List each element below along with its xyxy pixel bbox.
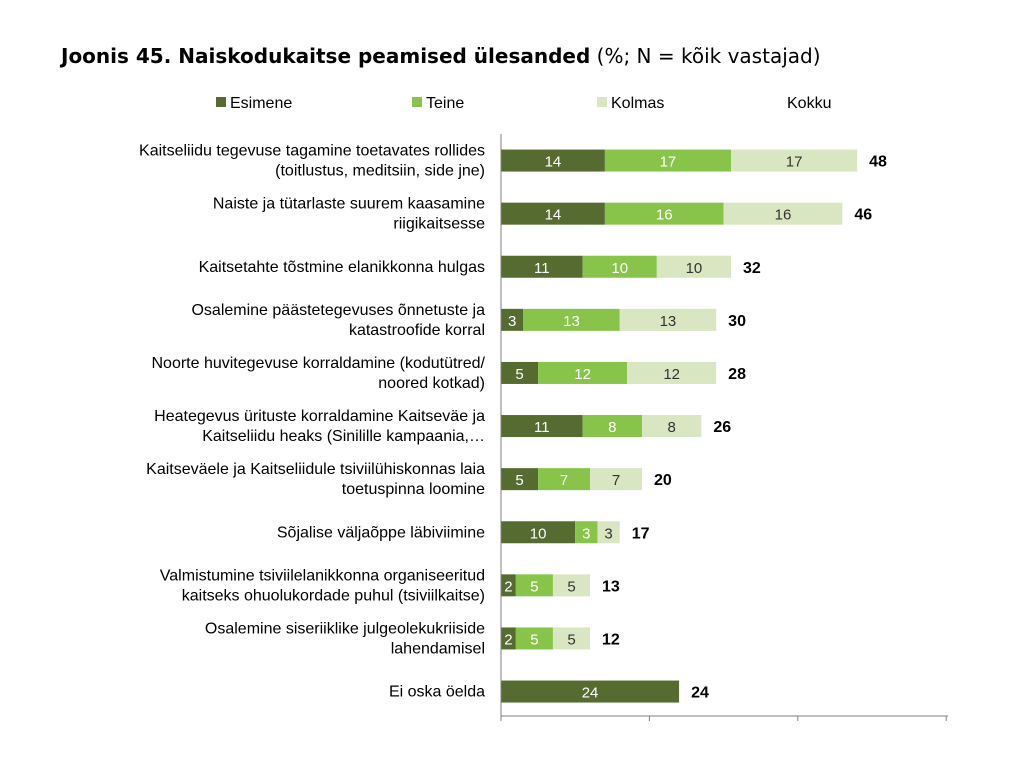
total-label: 24 — [691, 685, 709, 702]
data-label-kolmas: 13 — [660, 313, 677, 330]
total-label: 32 — [743, 260, 761, 277]
total-label: 28 — [728, 366, 746, 383]
bar-segment-kolmas — [552, 627, 591, 650]
bar-segment-kolmas — [627, 361, 717, 384]
data-label-teine: 7 — [560, 472, 568, 489]
bar-segment-esimene — [501, 415, 583, 438]
data-label-kolmas: 3 — [604, 525, 612, 542]
category-label: Naiste ja tütarlaste suurem kaasamine rii… — [213, 196, 485, 233]
data-label-esimene: 5 — [515, 366, 523, 383]
legend-label-2: Kolmas — [611, 95, 664, 112]
bar-segment-esimene — [501, 627, 516, 650]
legend-swatch-0 — [216, 97, 226, 107]
data-label-esimene: 14 — [545, 154, 562, 171]
legend-label-1: Teine — [426, 95, 464, 112]
bar-segment-kolmas — [552, 574, 591, 597]
data-label-kolmas: 5 — [567, 578, 575, 595]
data-label-kolmas: 8 — [667, 419, 675, 436]
bar-segment-kolmas — [731, 149, 858, 172]
data-label-esimene: 3 — [508, 313, 516, 330]
bar-segment-esimene — [501, 680, 680, 703]
total-label: 12 — [602, 631, 620, 648]
total-label: 26 — [713, 419, 731, 436]
category-label: Sõjalise väljaõppe läbiviimine — [277, 524, 485, 541]
total-label: 20 — [654, 472, 672, 489]
data-label-teine: 8 — [608, 419, 616, 436]
data-label-esimene: 11 — [534, 419, 550, 436]
bar-segment-esimene — [501, 149, 605, 172]
data-label-teine: 17 — [660, 154, 677, 171]
category-label: Osalemine päästetegevuses õnnetuste ja ka… — [191, 302, 485, 339]
data-label-esimene: 24 — [582, 685, 599, 702]
legend-swatch-2 — [597, 97, 607, 107]
data-label-kolmas: 12 — [663, 366, 680, 383]
data-label-teine: 10 — [611, 260, 628, 277]
total-label: 13 — [602, 578, 620, 595]
data-label-kolmas: 5 — [567, 631, 575, 648]
bar-segment-esimene — [501, 468, 539, 491]
bar-segment-teine — [604, 149, 732, 172]
legend-label-3: Kokku — [787, 95, 831, 112]
bar-segment-esimene — [501, 202, 605, 225]
bar-segment-teine — [582, 415, 642, 438]
category-label: Kaitsetahte tõstmine elanikkonna hulgas — [199, 259, 485, 276]
category-label: Kaitseliidu tegevuse tagamine toetavates… — [139, 143, 485, 180]
category-label: Valmistumine tsiviilelanikkonna organise… — [160, 567, 485, 604]
data-label-esimene: 5 — [515, 472, 523, 489]
chart-title: Joonis 45. Naiskodukaitse peamised ülesa… — [61, 44, 821, 68]
bar-segment-esimene — [501, 574, 516, 597]
data-label-teine: 5 — [530, 578, 538, 595]
data-label-esimene: 11 — [534, 260, 550, 277]
total-label: 48 — [869, 154, 887, 171]
bar-segment-esimene — [501, 255, 583, 278]
total-label: 30 — [728, 313, 746, 330]
bar-segment-teine — [515, 627, 553, 650]
data-label-teine: 5 — [530, 631, 538, 648]
bar-segment-teine — [582, 255, 657, 278]
bar-segment-esimene — [501, 361, 539, 384]
category-label: Noorte huvitegevuse korraldamine (kodutü… — [151, 355, 485, 392]
bar-segment-kolmas — [641, 415, 702, 438]
legend-label-0: Esimene — [230, 95, 292, 112]
legend-swatch-1 — [412, 97, 422, 107]
data-label-esimene: 10 — [530, 525, 547, 542]
bar-segment-teine — [523, 308, 620, 331]
bar-segment-teine — [604, 202, 724, 225]
data-label-teine: 13 — [563, 313, 580, 330]
bar-segment-teine — [515, 574, 553, 597]
total-label: 17 — [632, 525, 650, 542]
category-label: Heategevus ürituste korraldamine Kaitsev… — [154, 408, 485, 445]
category-label: Ei oska öelda — [389, 684, 485, 701]
chart-title-bold: Joonis 45. Naiskodukaitse peamised ülesa… — [61, 44, 591, 68]
bar-segment-kolmas — [656, 255, 732, 278]
bar-segment-teine — [538, 361, 628, 384]
bar-segment-esimene — [501, 521, 576, 544]
data-label-esimene: 2 — [504, 631, 512, 648]
data-label-kolmas: 7 — [612, 472, 620, 489]
data-label-esimene: 14 — [545, 207, 562, 224]
bar-segment-teine — [575, 521, 598, 544]
bar-segment-kolmas — [723, 202, 843, 225]
category-label: Osalemine siseriiklike julgeolekukriisid… — [205, 620, 485, 657]
total-label: 46 — [854, 207, 872, 224]
data-label-kolmas: 17 — [786, 154, 803, 171]
data-label-kolmas: 10 — [686, 260, 703, 277]
bar-segment-esimene — [501, 308, 524, 331]
bar-segment-teine — [538, 468, 591, 491]
bar-segment-kolmas — [619, 308, 717, 331]
category-label: Kaitseväele ja Kaitseliidule tsiviilühis… — [146, 461, 485, 498]
bar-segment-kolmas — [590, 468, 642, 491]
data-label-teine: 3 — [582, 525, 590, 542]
data-label-teine: 12 — [574, 366, 591, 383]
bar-segment-kolmas — [597, 521, 620, 544]
data-label-esimene: 2 — [504, 578, 512, 595]
data-label-kolmas: 16 — [775, 207, 792, 224]
chart-title-subtitle: (%; N = kõik vastajad) — [590, 44, 821, 68]
data-label-teine: 16 — [656, 207, 673, 224]
